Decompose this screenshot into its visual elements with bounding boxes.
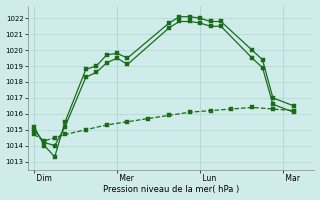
X-axis label: Pression niveau de la mer( hPa ): Pression niveau de la mer( hPa ) — [103, 185, 239, 194]
